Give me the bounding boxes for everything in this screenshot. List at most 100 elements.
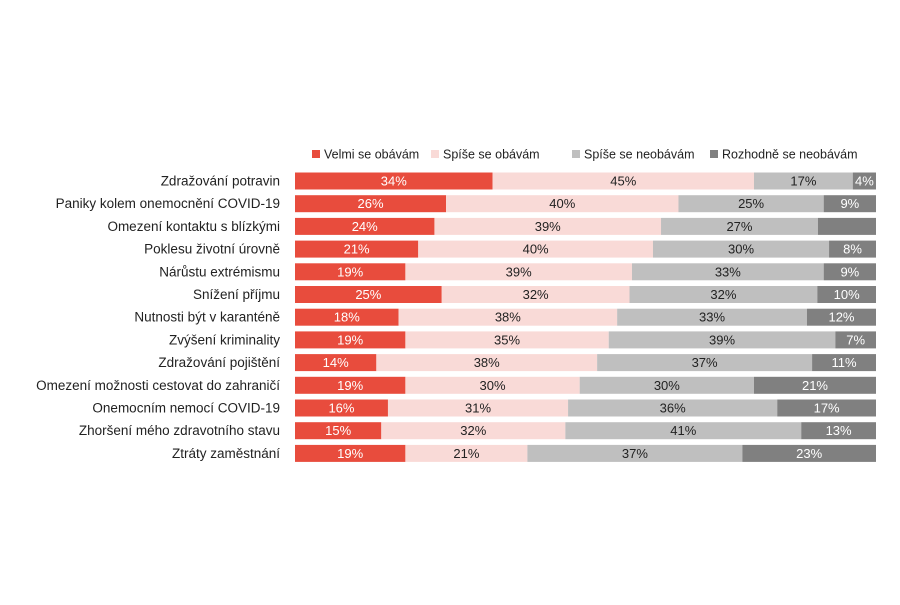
bar-segment bbox=[418, 240, 653, 258]
data-label: 26% bbox=[358, 196, 384, 211]
category-label: Snížení příjmu bbox=[193, 287, 280, 302]
data-label: 30% bbox=[480, 378, 506, 393]
category-label: Zdražování pojištění bbox=[158, 355, 280, 370]
bar-segment bbox=[579, 376, 754, 394]
bar-segment bbox=[295, 331, 406, 349]
bar-segment bbox=[753, 376, 876, 394]
bar-segment bbox=[295, 444, 406, 462]
data-label: 38% bbox=[474, 355, 500, 370]
data-label: 39% bbox=[709, 332, 735, 347]
data-label: 31% bbox=[465, 401, 491, 416]
bar-segment bbox=[295, 286, 442, 303]
bar-segment bbox=[661, 217, 818, 235]
category-label: Omezení možnosti cestovat do zahraničí bbox=[36, 378, 280, 393]
category-label: Ztráty zaměstnání bbox=[172, 446, 280, 461]
bar-segment bbox=[597, 354, 813, 372]
bar-segment bbox=[405, 444, 528, 462]
data-label: 32% bbox=[710, 287, 736, 302]
data-label: 19% bbox=[337, 264, 363, 279]
category-label: Nutnosti být v karanténě bbox=[134, 310, 280, 325]
data-label: 39% bbox=[506, 264, 532, 279]
data-label: 7% bbox=[846, 332, 865, 347]
data-label: 45% bbox=[610, 174, 636, 189]
bar-segment bbox=[852, 172, 876, 190]
bar-segment bbox=[398, 308, 618, 326]
bar-segment bbox=[806, 308, 876, 326]
data-label: 30% bbox=[728, 242, 754, 257]
data-label: 39% bbox=[535, 219, 561, 234]
bar-segment bbox=[835, 331, 876, 349]
data-label: 13% bbox=[826, 423, 852, 438]
bar-segment bbox=[823, 263, 876, 281]
data-label: 12% bbox=[828, 310, 854, 325]
bar-segment bbox=[405, 376, 580, 394]
bar-segment bbox=[817, 217, 876, 235]
bar-segment bbox=[295, 195, 447, 213]
data-label: 36% bbox=[660, 401, 686, 416]
data-label: 25% bbox=[738, 196, 764, 211]
bar-segment bbox=[678, 195, 824, 213]
data-label: 17% bbox=[790, 174, 816, 189]
data-label: 19% bbox=[337, 332, 363, 347]
legend-label-3: Rozhodně se neobávám bbox=[722, 148, 858, 162]
bar-segment bbox=[492, 172, 754, 190]
bar-segment bbox=[295, 354, 377, 372]
category-label: Paniky kolem onemocnění COVID-19 bbox=[56, 196, 280, 211]
bar-segment bbox=[565, 422, 802, 440]
bar-segment bbox=[295, 308, 399, 326]
bar-segment bbox=[568, 399, 778, 417]
category-label: Zdražování potravin bbox=[161, 174, 280, 189]
bar-segment bbox=[295, 399, 388, 417]
data-label: 33% bbox=[699, 310, 725, 325]
legend-swatch-2 bbox=[572, 150, 580, 158]
data-label: 10% bbox=[834, 287, 860, 302]
bar-segment bbox=[829, 240, 876, 258]
bar-segment bbox=[823, 195, 876, 213]
data-label: 9% bbox=[840, 264, 859, 279]
data-label: 23% bbox=[796, 446, 822, 461]
bar-segment bbox=[295, 263, 406, 281]
data-label: 21% bbox=[802, 378, 828, 393]
data-label: 18% bbox=[334, 310, 360, 325]
data-label: 33% bbox=[715, 264, 741, 279]
bar-segment bbox=[446, 195, 679, 213]
bar-segment bbox=[629, 286, 818, 303]
data-label: 21% bbox=[453, 446, 479, 461]
data-label: 9% bbox=[840, 196, 859, 211]
bar-segment bbox=[405, 263, 632, 281]
bar-segment bbox=[381, 422, 566, 440]
bar-segment bbox=[742, 444, 876, 462]
bar-segment bbox=[812, 354, 876, 372]
bar-segment bbox=[652, 240, 830, 258]
data-label: 38% bbox=[495, 310, 521, 325]
category-label: Nárůstu extrémismu bbox=[159, 264, 280, 279]
legend-swatch-3 bbox=[710, 150, 718, 158]
data-label: 27% bbox=[726, 219, 752, 234]
bar-segment bbox=[295, 422, 382, 440]
data-label: 11% bbox=[832, 355, 857, 370]
data-label: 16% bbox=[328, 401, 354, 416]
data-label: 24% bbox=[352, 219, 378, 234]
data-label: 40% bbox=[523, 242, 549, 257]
category-label: Zhoršení mého zdravotního stavu bbox=[79, 423, 280, 438]
legend-label-0: Velmi se obávám bbox=[324, 148, 419, 162]
data-label: 15% bbox=[325, 423, 351, 438]
bar-segment bbox=[434, 217, 662, 235]
bar-segment bbox=[753, 172, 853, 190]
bar-segment bbox=[376, 354, 598, 372]
data-label: 8% bbox=[843, 242, 862, 257]
bar-segment bbox=[295, 240, 419, 258]
data-label: 37% bbox=[692, 355, 718, 370]
data-label: 30% bbox=[654, 378, 680, 393]
data-label: 25% bbox=[355, 287, 381, 302]
legend-swatch-0 bbox=[312, 150, 320, 158]
data-label: 21% bbox=[344, 242, 370, 257]
bar-segment bbox=[608, 331, 836, 349]
data-label: 32% bbox=[523, 287, 549, 302]
bar-segment bbox=[295, 376, 406, 394]
category-label: Zvýšení kriminality bbox=[169, 332, 280, 347]
data-label: 41% bbox=[670, 423, 696, 438]
bar-segment bbox=[817, 286, 876, 303]
